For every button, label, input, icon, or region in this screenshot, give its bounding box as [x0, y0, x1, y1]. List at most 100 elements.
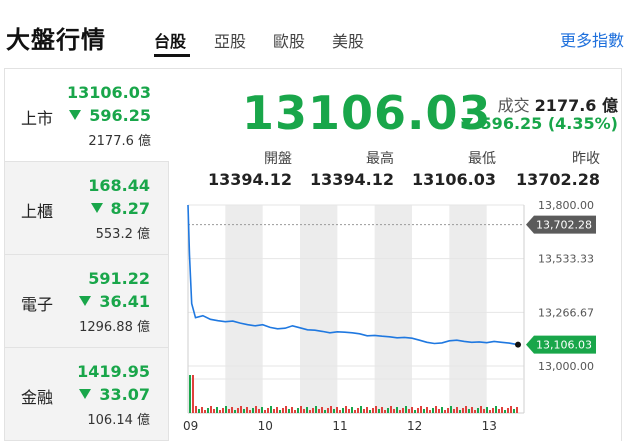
sidebar-item-listed[interactable]: 上市 13106.03 596.25 2177.6 億	[5, 69, 169, 162]
more-indices-link[interactable]: 更多指數	[559, 31, 624, 50]
sidebar-item-label: 上市	[21, 109, 54, 128]
last-price-badge	[526, 335, 596, 354]
volume-bar	[300, 406, 302, 413]
volume-bar	[480, 406, 482, 413]
volume-bar	[294, 410, 296, 413]
sidebar-item-otc[interactable]: 上櫃 168.44 8.27 553.2 億	[5, 162, 169, 255]
volume-bar	[438, 409, 440, 413]
stat-value: 13394.12	[309, 170, 394, 189]
volume-bar	[306, 407, 308, 413]
volume-bar	[498, 409, 500, 413]
down-arrow-icon	[69, 110, 82, 120]
stat-value: 13394.12	[207, 170, 292, 189]
volume-bar	[435, 406, 437, 413]
volume-bar	[489, 410, 491, 413]
volume-bar	[246, 407, 248, 413]
volume-bar	[303, 409, 305, 413]
volume-bar	[219, 410, 221, 413]
stat-label: 最高	[366, 151, 394, 167]
stat-value: 13106.03	[411, 170, 496, 189]
volume-bar	[417, 408, 419, 413]
x-tick-label: 10	[258, 419, 273, 433]
y-tick-label: 13,266.67	[538, 306, 594, 319]
sidebar-item-value: 1419.95	[77, 362, 150, 381]
volume-bar	[429, 410, 431, 413]
stat-prev-close: 昨收 13702.28	[510, 148, 600, 189]
index-price: 13106.03	[242, 86, 492, 140]
volume-bar	[204, 410, 206, 413]
volume-bar	[240, 406, 242, 413]
sidebar-item-change: 8.27	[90, 199, 150, 218]
volume-bar	[384, 410, 386, 413]
volume-bar	[375, 406, 377, 413]
price-line	[187, 204, 519, 346]
volume-bar	[324, 410, 326, 413]
volume-bar	[501, 407, 503, 413]
index-sidebar: 上市 13106.03 596.25 2177.6 億 上櫃 168.44 8.…	[5, 69, 169, 442]
x-tick-label: 11	[332, 419, 347, 433]
volume-bar	[507, 408, 509, 413]
sidebar-item-value: 168.44	[88, 176, 150, 195]
volume-bar	[258, 409, 260, 413]
stat-value: 13702.28	[515, 170, 600, 189]
volume-bar	[510, 406, 512, 413]
down-arrow-icon	[79, 296, 92, 306]
market-panel: 上市 13106.03 596.25 2177.6 億 上櫃 168.44 8.…	[4, 68, 622, 441]
y-tick-label: 13,800.00	[538, 199, 594, 212]
sidebar-item-label: 金融	[21, 388, 54, 407]
volume-bar	[432, 408, 434, 413]
x-tick-label: 09	[183, 419, 198, 433]
volume-bar	[474, 410, 476, 413]
tab-us[interactable]: 美股	[332, 32, 365, 51]
tab-asia[interactable]: 亞股	[214, 32, 247, 51]
hour-band	[449, 205, 487, 413]
stat-label: 最低	[468, 151, 496, 167]
volume-bar	[360, 406, 362, 413]
sidebar-item-change: 33.07	[79, 385, 150, 404]
volume-bar	[231, 407, 233, 413]
stat-low: 最低 13106.03	[406, 148, 496, 189]
x-tick-label: 13	[482, 419, 497, 433]
tab-taiwan[interactable]: 台股	[154, 32, 187, 51]
volume-bar	[402, 408, 404, 413]
volume-bar	[285, 406, 287, 413]
index-change: 596.25 (4.35%)	[460, 114, 618, 133]
sidebar-item-electronics[interactable]: 電子 591.22 36.41 1296.88 億	[5, 255, 169, 348]
volume-bar	[318, 409, 320, 413]
volume-bar	[513, 409, 515, 413]
volume-bar	[252, 408, 254, 413]
volume-bar	[381, 407, 383, 413]
last-price-label: 13,106.03	[536, 339, 592, 352]
volume-bar	[195, 406, 197, 413]
sidebar-item-change: 36.41	[79, 292, 150, 311]
volume-bar	[198, 409, 200, 413]
page-title: 大盤行情	[6, 26, 106, 54]
prev-close-label: 13,702.28	[536, 219, 592, 232]
volume-bar	[495, 406, 497, 413]
volume-bar	[393, 409, 395, 413]
sidebar-item-volume: 553.2 億	[95, 227, 150, 242]
volume-bar	[333, 409, 335, 413]
sidebar-item-finance[interactable]: 金融 1419.95 33.07 106.14 億	[5, 348, 169, 441]
volume-bar	[471, 407, 473, 413]
volume-bar	[468, 409, 470, 413]
x-tick-label: 12	[407, 419, 422, 433]
volume-bar	[453, 409, 455, 413]
volume-bar	[444, 410, 446, 413]
sidebar-item-label: 上櫃	[21, 202, 54, 221]
volume-bar	[261, 407, 263, 413]
volume-bar	[276, 407, 278, 413]
active-tab-indicator	[154, 54, 190, 57]
tab-europe[interactable]: 歐股	[273, 32, 306, 51]
volume-bar	[465, 406, 467, 413]
volume-bar	[486, 407, 488, 413]
stat-high: 最高 13394.12	[304, 148, 394, 189]
volume-bar	[447, 408, 449, 413]
volume-bar	[312, 408, 314, 413]
volume-bar	[423, 409, 425, 413]
volume-bar	[297, 408, 299, 413]
y-tick-label: 13,533.33	[538, 253, 594, 266]
sidebar-item-volume: 106.14 億	[87, 413, 150, 428]
volume-bar	[396, 407, 398, 413]
